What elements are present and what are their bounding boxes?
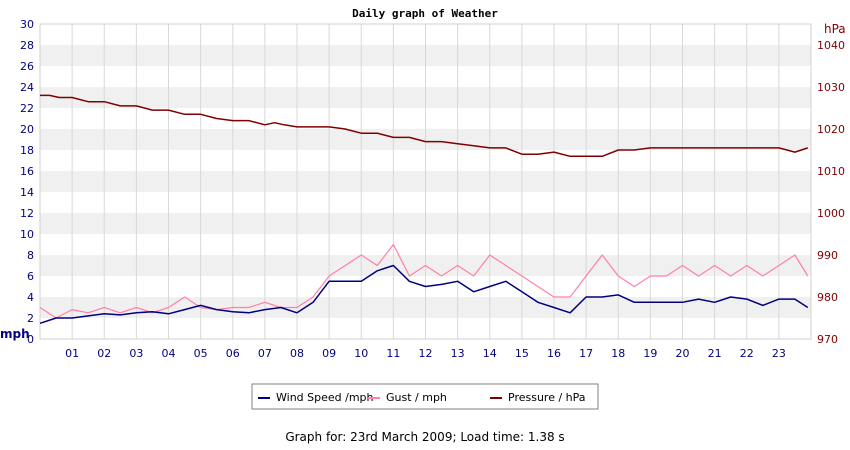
y-left-tick-label: 6 — [27, 270, 34, 283]
y-left-tick-label: 20 — [20, 123, 34, 136]
x-tick-label: 12 — [419, 347, 433, 360]
x-tick-label: 10 — [354, 347, 368, 360]
x-tick-label: 06 — [226, 347, 240, 360]
x-tick-label: 09 — [322, 347, 336, 360]
x-tick-label: 07 — [258, 347, 272, 360]
gust-series — [39, 243, 809, 319]
wind-series — [39, 264, 809, 325]
x-tick-label: 05 — [194, 347, 208, 360]
y-right-tick-label: 980 — [817, 291, 838, 304]
x-tick-label: 08 — [290, 347, 304, 360]
x-tick-label: 13 — [451, 347, 465, 360]
footer-text: Graph for: 23rd March 2009; Load time: 1… — [285, 430, 565, 444]
y-left-tick-label: 12 — [20, 207, 34, 220]
y-right-tick-label: 1000 — [817, 207, 845, 220]
y-left-tick-label: 22 — [20, 102, 34, 115]
y-left-tick-label: 2 — [27, 312, 34, 325]
x-tick-label: 23 — [772, 347, 786, 360]
x-tick-label: 20 — [676, 347, 690, 360]
chart-title: Daily graph of Weather — [352, 7, 498, 20]
x-tick-label: 15 — [515, 347, 529, 360]
x-tick-label: 02 — [97, 347, 111, 360]
x-tick-label: 17 — [579, 347, 593, 360]
x-tick-label: 16 — [547, 347, 561, 360]
weather-chart: Daily graph of Weather 02468101214161820… — [0, 7, 846, 410]
y-right-tick-label: 1010 — [817, 165, 845, 178]
x-tick-label: 19 — [643, 347, 657, 360]
y-right-tick-label: 1020 — [817, 123, 845, 136]
legend: Wind Speed /mph Gust / mph Pressure / hPa — [251, 383, 599, 410]
y-left-tick-label: 10 — [20, 228, 34, 241]
y-right-tick-label: 1040 — [817, 39, 845, 52]
y-right-tick-label: 970 — [817, 333, 838, 346]
y-right-tick-label: 990 — [817, 249, 838, 262]
y-left-tick-label: 18 — [20, 144, 34, 157]
legend-label: Gust / mph — [386, 391, 447, 404]
y-left-tick-label: 30 — [20, 18, 34, 31]
y-left-tick-label: 14 — [20, 186, 34, 199]
x-tick-label: 01 — [65, 347, 79, 360]
x-tick-label: 11 — [386, 347, 400, 360]
y-axis-right: 970 980 990 1000 1010 1020 1030 1040 — [817, 39, 845, 346]
wind-speed-line — [39, 264, 809, 325]
pressure-series — [40, 94, 809, 158]
y-left-tick-label: 8 — [27, 249, 34, 262]
y-left-tick-label: 4 — [27, 291, 34, 304]
y-left-tick-label: 26 — [20, 60, 34, 73]
legend-label: Wind Speed /mph — [276, 391, 374, 404]
plot-border — [39, 23, 812, 340]
left-axis-label: mph — [0, 327, 30, 341]
x-tick-label: 14 — [483, 347, 497, 360]
pressure-line — [40, 94, 809, 158]
y-left-tick-label: 0 — [27, 333, 34, 346]
gust-line — [39, 243, 809, 319]
x-tick-label: 03 — [129, 347, 143, 360]
x-tick-label: 21 — [708, 347, 722, 360]
y-left-tick-label: 28 — [20, 39, 34, 52]
x-axis: 01 02 03 04 05 06 07 08 09 10 11 12 13 14 15 16 17 18 19 20… — [65, 347, 786, 360]
y-left-tick-label: 16 — [20, 165, 34, 178]
x-tick-label: 18 — [611, 347, 625, 360]
legend-box — [251, 383, 599, 410]
y-right-tick-label: 1030 — [817, 81, 845, 94]
y-left-tick-label: 24 — [20, 81, 34, 94]
x-tick-label: 04 — [162, 347, 176, 360]
right-axis-label: hPa — [824, 22, 846, 36]
legend-label: Pressure / hPa — [508, 391, 586, 404]
x-tick-label: 22 — [740, 347, 754, 360]
